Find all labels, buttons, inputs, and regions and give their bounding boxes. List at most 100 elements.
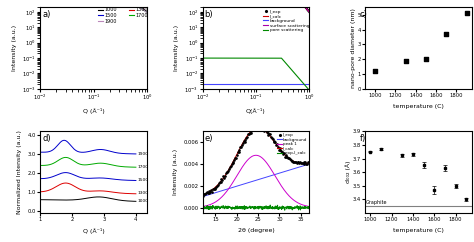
Point <box>202 191 210 195</box>
Point <box>215 182 223 185</box>
Point <box>290 160 297 164</box>
Text: Graphite: Graphite <box>366 200 387 205</box>
Point <box>288 159 295 162</box>
Point <box>269 137 276 141</box>
Point <box>237 145 245 149</box>
Text: f): f) <box>359 134 366 143</box>
Point <box>304 160 311 164</box>
Point <box>254 126 261 130</box>
X-axis label: Q (Å⁻¹): Q (Å⁻¹) <box>83 228 105 234</box>
Point <box>243 135 251 138</box>
Point <box>255 125 263 129</box>
Point <box>251 126 259 130</box>
Point <box>229 162 237 166</box>
Point <box>250 127 258 131</box>
Legend: I_exp, I_calc, background, surface scattering, pore scattering: I_exp, I_calc, background, surface scatt… <box>263 9 309 32</box>
Point <box>296 160 304 164</box>
Legend: I_exp, background, peak 1, I_calc, I_exp-I_calc: I_exp, background, peak 1, I_calc, I_exp… <box>277 133 307 155</box>
Text: 1300: 1300 <box>137 191 148 195</box>
Point <box>217 180 224 184</box>
Point <box>301 160 308 164</box>
Text: b): b) <box>205 10 213 19</box>
Point <box>248 128 256 131</box>
Point <box>207 190 214 194</box>
Point <box>262 128 270 132</box>
Point <box>234 151 241 154</box>
Point <box>242 138 249 142</box>
Point <box>371 69 379 73</box>
X-axis label: Q (Å⁻¹): Q (Å⁻¹) <box>83 108 105 114</box>
Point <box>300 162 307 166</box>
Point <box>207 188 215 192</box>
Text: d): d) <box>43 134 51 143</box>
Point <box>209 187 217 191</box>
Text: c): c) <box>359 10 367 19</box>
Point <box>239 141 246 145</box>
Point <box>228 162 236 166</box>
Point <box>222 171 229 175</box>
Point <box>295 160 302 164</box>
Point <box>238 143 246 146</box>
Point <box>241 140 248 144</box>
Point <box>261 128 269 132</box>
Point <box>294 160 301 164</box>
Point <box>231 156 239 160</box>
Point <box>226 165 234 169</box>
Y-axis label: d₀₀₂ (Å): d₀₀₂ (Å) <box>346 161 351 183</box>
Point <box>302 162 310 166</box>
Point <box>213 184 221 188</box>
Point <box>301 160 309 164</box>
Point <box>303 162 311 166</box>
X-axis label: temperature (C): temperature (C) <box>393 104 444 109</box>
Point <box>305 160 312 164</box>
Y-axis label: Normalized Intensity (a.u.): Normalized Intensity (a.u.) <box>17 130 22 214</box>
Point <box>212 185 220 189</box>
Point <box>205 189 212 193</box>
Point <box>273 143 280 147</box>
Point <box>210 187 218 190</box>
Point <box>204 191 211 195</box>
Point <box>402 59 410 63</box>
Point <box>208 190 216 194</box>
Point <box>199 192 206 196</box>
Point <box>278 150 286 154</box>
Point <box>266 132 274 136</box>
Point <box>229 160 237 164</box>
Point <box>256 127 264 130</box>
X-axis label: temperature (C): temperature (C) <box>393 228 444 233</box>
Point <box>201 192 208 196</box>
Y-axis label: Intensity (a.u.): Intensity (a.u.) <box>174 25 179 71</box>
Text: a): a) <box>43 10 51 19</box>
Point <box>422 57 429 61</box>
Point <box>233 153 241 157</box>
X-axis label: 2θ (degree): 2θ (degree) <box>237 228 274 233</box>
Point <box>260 129 268 133</box>
Point <box>273 142 281 146</box>
Point <box>297 161 305 165</box>
Point <box>211 187 219 191</box>
Point <box>265 132 273 136</box>
Point <box>200 194 207 198</box>
Y-axis label: nano-pore diameter (nm): nano-pore diameter (nm) <box>351 8 356 88</box>
Point <box>219 178 226 182</box>
Point <box>291 160 298 164</box>
Text: 1900: 1900 <box>137 151 148 156</box>
Point <box>280 151 288 155</box>
Point <box>285 157 293 160</box>
Point <box>264 134 272 137</box>
Point <box>223 171 230 174</box>
Point <box>272 140 279 144</box>
Point <box>245 132 253 136</box>
Point <box>224 170 231 174</box>
Text: 1700: 1700 <box>137 165 148 169</box>
Point <box>220 176 228 180</box>
Point <box>289 159 296 163</box>
Point <box>232 156 240 159</box>
Point <box>236 148 243 151</box>
Point <box>263 130 271 134</box>
Point <box>255 125 262 129</box>
Point <box>293 161 301 165</box>
Point <box>260 127 267 131</box>
Point <box>284 156 292 160</box>
Point <box>242 136 250 140</box>
